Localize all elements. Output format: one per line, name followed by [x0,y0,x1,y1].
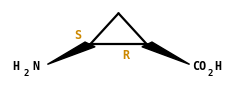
Text: N: N [32,60,39,73]
Text: S: S [75,29,82,42]
Text: CO: CO [192,60,206,73]
Text: H: H [214,60,222,73]
Text: R: R [122,49,129,62]
Text: 2: 2 [207,69,213,78]
Text: H: H [12,60,19,73]
Text: 2: 2 [24,69,29,78]
Polygon shape [142,42,190,64]
Polygon shape [47,42,95,64]
